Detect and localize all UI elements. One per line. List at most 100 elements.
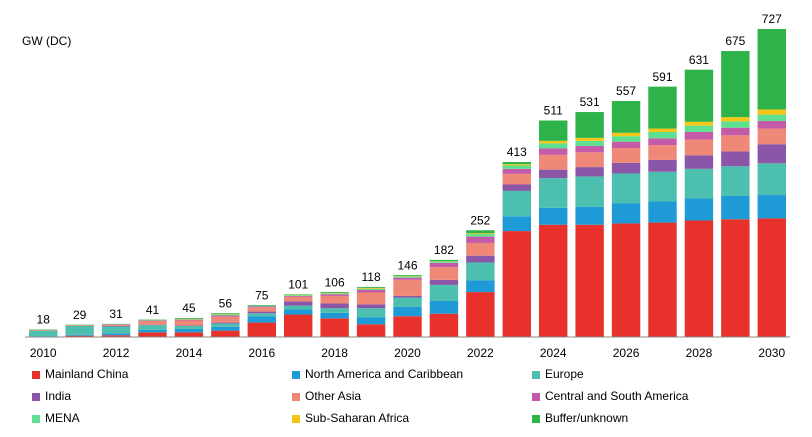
bar-segment [466,236,495,243]
bar-segment [429,313,459,337]
bar-segment [138,329,167,333]
bar-segment [539,143,568,149]
bar-segment [648,128,677,132]
bar-segment [284,295,313,296]
bar-segment [539,207,568,225]
bar-segment [393,295,422,298]
bar-segment [174,317,204,319]
legend-label: Other Asia [305,389,361,403]
bar-segment [684,168,714,199]
bar-segment [320,318,349,337]
bar-segment [502,190,531,217]
bar-segment [320,292,349,293]
x-tick-label: 2026 [613,346,640,360]
bar-segment [247,307,276,312]
bar-segment [684,220,714,337]
bar-segment [320,293,349,295]
x-tick-label: 2022 [467,346,494,360]
bar-segment [284,305,313,310]
bar-segment [611,173,641,204]
bar-segment [393,297,422,307]
legend-swatch [32,371,40,379]
bar-segment [393,277,422,280]
bar-segment [721,151,750,167]
bar-segment [393,275,422,276]
bar-segment [648,171,677,202]
bar-segment [101,335,131,337]
bar-segment [320,312,349,319]
bar-segment [247,306,276,308]
bar-segment [721,135,750,152]
bar-segment [211,330,240,337]
bar-segment [284,314,313,337]
bar-segment [29,330,58,337]
bar-segment [393,316,422,337]
bar-segment [356,308,386,318]
bar-segment [466,233,495,235]
bar-segment [429,262,459,268]
bar-segment [502,184,531,191]
bar-segment [211,326,240,331]
total-label: 41 [146,303,160,317]
bar-segment [502,164,531,166]
total-label: 675 [725,34,745,48]
bar-segment [356,289,386,293]
bar-segment [684,155,714,169]
bar-segment [539,169,568,179]
total-label: 531 [580,95,600,109]
bar-segment [757,218,786,337]
x-tick-label: 2016 [248,346,275,360]
bar-segment [138,332,167,337]
legend-label: Central and South America [545,389,689,403]
bar-segment [502,173,531,185]
legend-label: MENA [45,411,80,425]
bar-segment [757,195,786,219]
total-label: 413 [507,145,527,159]
bar-segment [393,306,422,317]
bar-segment [575,140,604,146]
x-tick-label: 2028 [686,346,713,360]
bar-segment [539,224,568,337]
bar-segment [466,234,495,237]
bar-segment [429,259,459,262]
bar-segment [684,198,714,221]
total-label: 56 [219,296,233,310]
bar-segment [320,303,349,309]
bar-segment [174,325,204,329]
bar-segment [611,203,641,224]
bar-segment [757,144,786,164]
bar-segment [502,168,531,174]
bar-segment [211,313,240,315]
bar-segment [648,86,677,129]
legend-label: Europe [545,367,584,381]
bar-segment [284,296,313,302]
total-label: 106 [325,275,345,289]
bar-segment [138,325,167,330]
bar-segment [539,140,568,144]
bar-segment [247,305,276,307]
bar-segment [721,195,750,220]
total-label: 29 [73,308,87,322]
legend-swatch [532,415,540,423]
bar-segment [611,132,641,137]
bar-segment [284,309,313,315]
bar-segment [356,292,386,305]
legend-label: North America and Caribbean [305,367,463,381]
bar-segment [539,120,568,141]
bar-segment [611,136,641,142]
bar-segment [648,201,677,223]
bar-segment [539,154,568,170]
total-label: 45 [182,301,196,315]
bar-segment [356,304,386,309]
total-label: 252 [470,213,490,227]
bar-segment [757,109,786,115]
total-label: 182 [434,243,454,257]
bar-segment [466,262,495,281]
bar-segment [648,138,677,146]
bar-segment [502,231,531,337]
bar-segment [393,279,422,296]
bar-segment [611,148,641,163]
bar-segment [721,51,750,118]
bar-segment [101,326,131,334]
